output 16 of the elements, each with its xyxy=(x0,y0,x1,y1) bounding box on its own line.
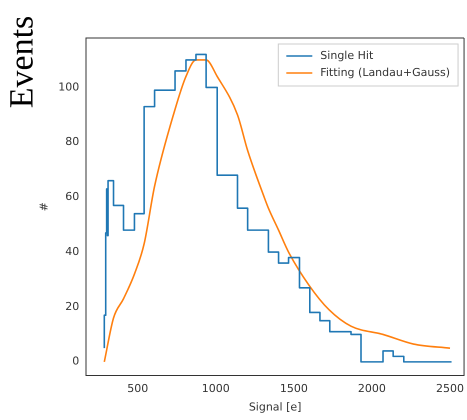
y-tick-label: 100 xyxy=(58,80,80,94)
x-tick-label: 1500 xyxy=(280,382,308,396)
x-tick-label: 2000 xyxy=(358,382,386,396)
text: Events xyxy=(3,16,41,108)
y-tick-label: 60 xyxy=(65,190,80,204)
x-axis-title: Signal [e] xyxy=(248,400,302,414)
x-tick-label: 2500 xyxy=(436,382,464,396)
legend-label: Fitting (Landau+Gauss) xyxy=(320,66,450,79)
y-tick-label: 40 xyxy=(65,244,80,258)
y-tick-label: 80 xyxy=(65,135,80,148)
x-tick-label: 500 xyxy=(127,382,148,396)
y-axis-title: # xyxy=(37,202,50,212)
y-tick-label: 20 xyxy=(65,300,80,313)
y-tick-label: 0 xyxy=(72,354,80,368)
legend-label: Single Hit xyxy=(320,48,374,62)
x-tick-label: 1000 xyxy=(202,382,230,396)
